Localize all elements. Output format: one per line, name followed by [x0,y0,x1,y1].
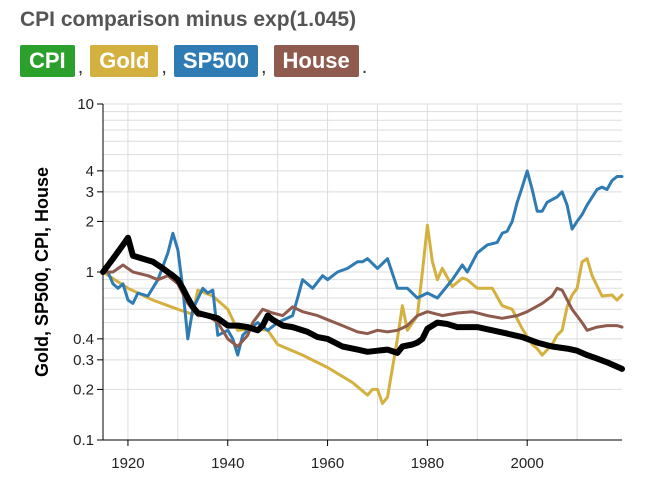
x-tick-label: 1980 [411,455,444,472]
y-tick-label: 10 [77,96,94,113]
y-axis-label: Gold, SP500, CPI, House [32,167,52,377]
y-tick-label: 3 [86,184,94,201]
legend-end: . [361,56,368,78]
y-tick-label: 4 [86,163,94,180]
y-tick-label: 2 [86,213,94,230]
series-line-sp500 [101,169,624,357]
y-tick-label: 0.2 [73,381,94,398]
series-lines [100,169,625,405]
axes: 0.1 0.2 0.3 0.4 1 2 3 4 10 1920 1940 1960 1980 2000 [73,96,622,472]
legend-chip-house[interactable]: House [273,45,359,77]
legend-separator: , [260,56,267,78]
grid-lines [103,103,622,441]
y-tick-label: 0.1 [73,432,94,449]
legend-separator: , [161,56,167,78]
legend-chip-sp500[interactable]: SP500 [173,45,258,77]
x-tick-label: 1920 [111,455,144,472]
legend-chip-gold[interactable]: Gold [90,45,159,77]
legend-chip-cpi[interactable]: CPI [20,45,75,77]
x-tick-label: 1940 [211,455,244,472]
series-line-gold [101,223,624,405]
chart-title: CPI comparison minus exp(1.045) [20,8,357,31]
y-tick-label: 1 [86,264,94,281]
y-tick-label: 0.3 [73,352,94,369]
legend-separator: , [77,56,84,78]
legend: CPI , Gold , SP500 , House . [20,45,374,77]
series-line-cpi [100,234,625,372]
y-tick-label: 0.4 [73,331,94,348]
x-tick-label: 2000 [510,455,543,472]
x-tick-label: 1960 [311,455,344,472]
